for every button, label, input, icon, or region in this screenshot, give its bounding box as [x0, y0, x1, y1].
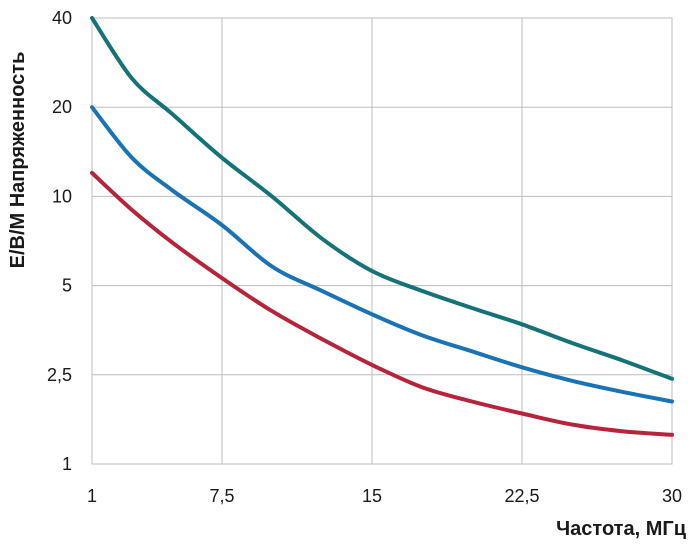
y-tick-label: 40 — [52, 8, 72, 28]
x-tick-label: 30 — [662, 486, 682, 506]
series-line-3 — [90, 170, 674, 437]
y-tick-label: 2,5 — [47, 365, 72, 385]
x-tick-label: 15 — [362, 486, 382, 506]
x-tick-label: 22,5 — [504, 486, 539, 506]
series-group — [90, 16, 674, 437]
y-tick-label: 5 — [62, 276, 72, 296]
y-tick-label: 10 — [52, 186, 72, 206]
y-axis-title: Е/В/М Напряженность — [7, 52, 29, 269]
grid — [91, 17, 673, 465]
plot-area-border — [91, 17, 673, 465]
x-tick-label: 7,5 — [209, 486, 234, 506]
y-axis-ticks: 1 2,5 5 10 20 40 — [47, 8, 72, 474]
x-axis-ticks: 1 7,5 15 22,5 30 — [87, 486, 682, 506]
series-line-2 — [90, 105, 674, 404]
x-tick-label: 1 — [87, 486, 97, 506]
y-tick-label: 20 — [52, 97, 72, 117]
x-axis-title: Частота, МГц — [556, 518, 687, 540]
series-line-1 — [90, 16, 674, 381]
y-tick-label: 1 — [62, 454, 72, 474]
